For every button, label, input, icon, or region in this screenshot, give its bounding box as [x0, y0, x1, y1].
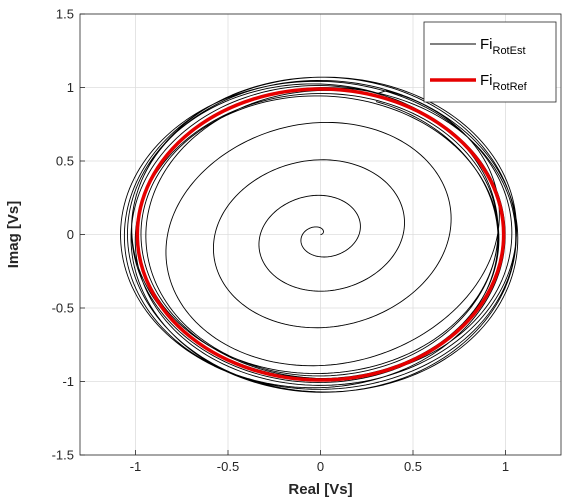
legend-box — [423, 21, 557, 103]
data-layer — [120, 76, 519, 393]
x-tick-label: -1 — [130, 459, 142, 474]
x-tick-label: 0 — [317, 459, 324, 474]
y-tick-label: 0 — [67, 227, 74, 242]
legend-sub-rotest: RotEst — [493, 45, 526, 57]
series-rotest-line — [120, 76, 519, 393]
legend-main-rotref: Fi — [480, 72, 493, 89]
x-axis-label: Real [Vs] — [288, 481, 352, 498]
y-tick-label: 1 — [67, 80, 74, 95]
y-tick-label: -0.5 — [52, 301, 74, 316]
y-tick-label: -1.5 — [52, 448, 74, 463]
x-tick-label: 1 — [502, 459, 509, 474]
legend-main-rotest: Fi — [480, 36, 493, 53]
legend-sub-rotref: RotRef — [493, 81, 528, 93]
legend-entry-rotest: FiRotEst — [480, 36, 526, 57]
y-tick-label: 1.5 — [56, 7, 74, 22]
legend-entry-rotref: FiRotRef — [480, 72, 528, 93]
series-rotref-line — [135, 87, 506, 382]
x-tick-label: -0.5 — [217, 459, 239, 474]
y-tick-label: -1 — [62, 374, 74, 389]
y-tick-label: 0.5 — [56, 154, 74, 169]
x-tick-label: 0.5 — [404, 459, 422, 474]
y-axis-label: Imag [Vs] — [5, 201, 22, 269]
legend: FiRotEst FiRotRef — [423, 21, 557, 103]
ticks: -1 -0.5 0 0.5 1 -1.5 -1 -0.5 0 0.5 1 1.5 — [52, 7, 510, 475]
